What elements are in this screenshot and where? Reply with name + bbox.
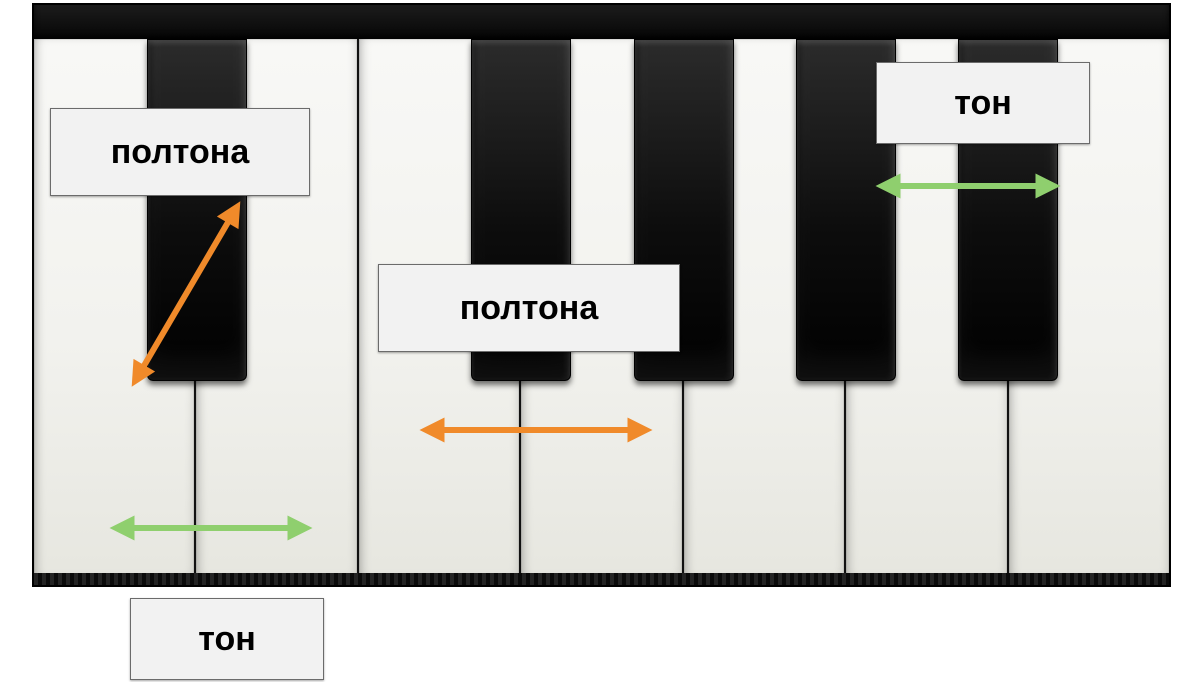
black-key <box>147 39 247 381</box>
diagram-stage: полтона полтона тон тон <box>0 0 1200 682</box>
keyboard-top-rail <box>34 5 1169 39</box>
label-semitone-left: полтона <box>50 108 310 196</box>
keyboard-bottom-rail <box>34 573 1169 587</box>
label-tone-right: тон <box>876 62 1090 144</box>
label-tone-bottom: тон <box>130 598 324 680</box>
label-semitone-center: полтона <box>378 264 680 352</box>
